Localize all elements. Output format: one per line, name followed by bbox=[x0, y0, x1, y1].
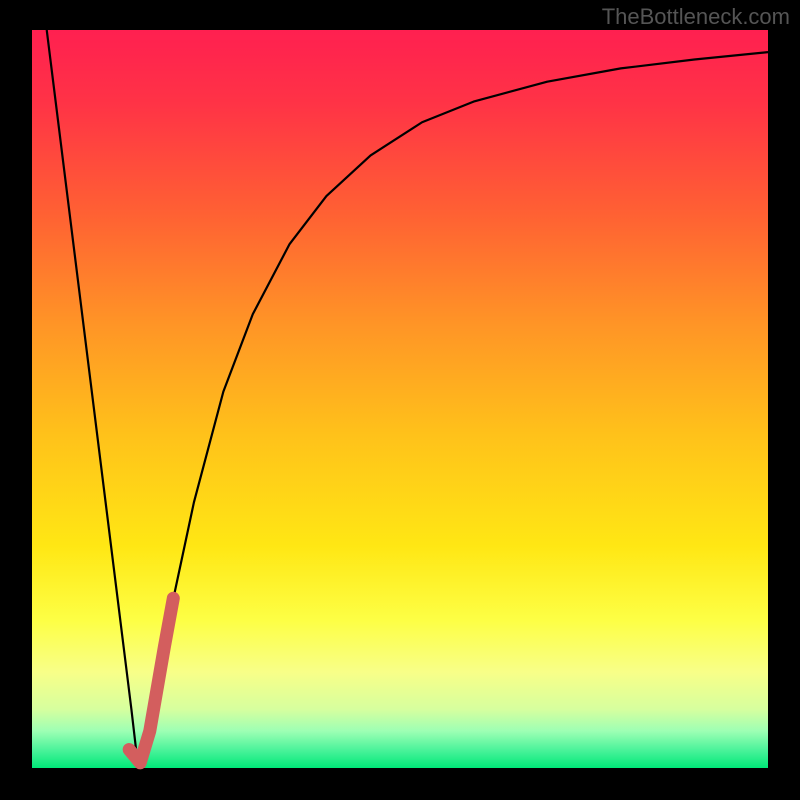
chart-svg bbox=[0, 0, 800, 800]
plot-background bbox=[32, 30, 768, 768]
bottleneck-chart: TheBottleneck.com bbox=[0, 0, 800, 800]
watermark-label: TheBottleneck.com bbox=[602, 4, 790, 30]
